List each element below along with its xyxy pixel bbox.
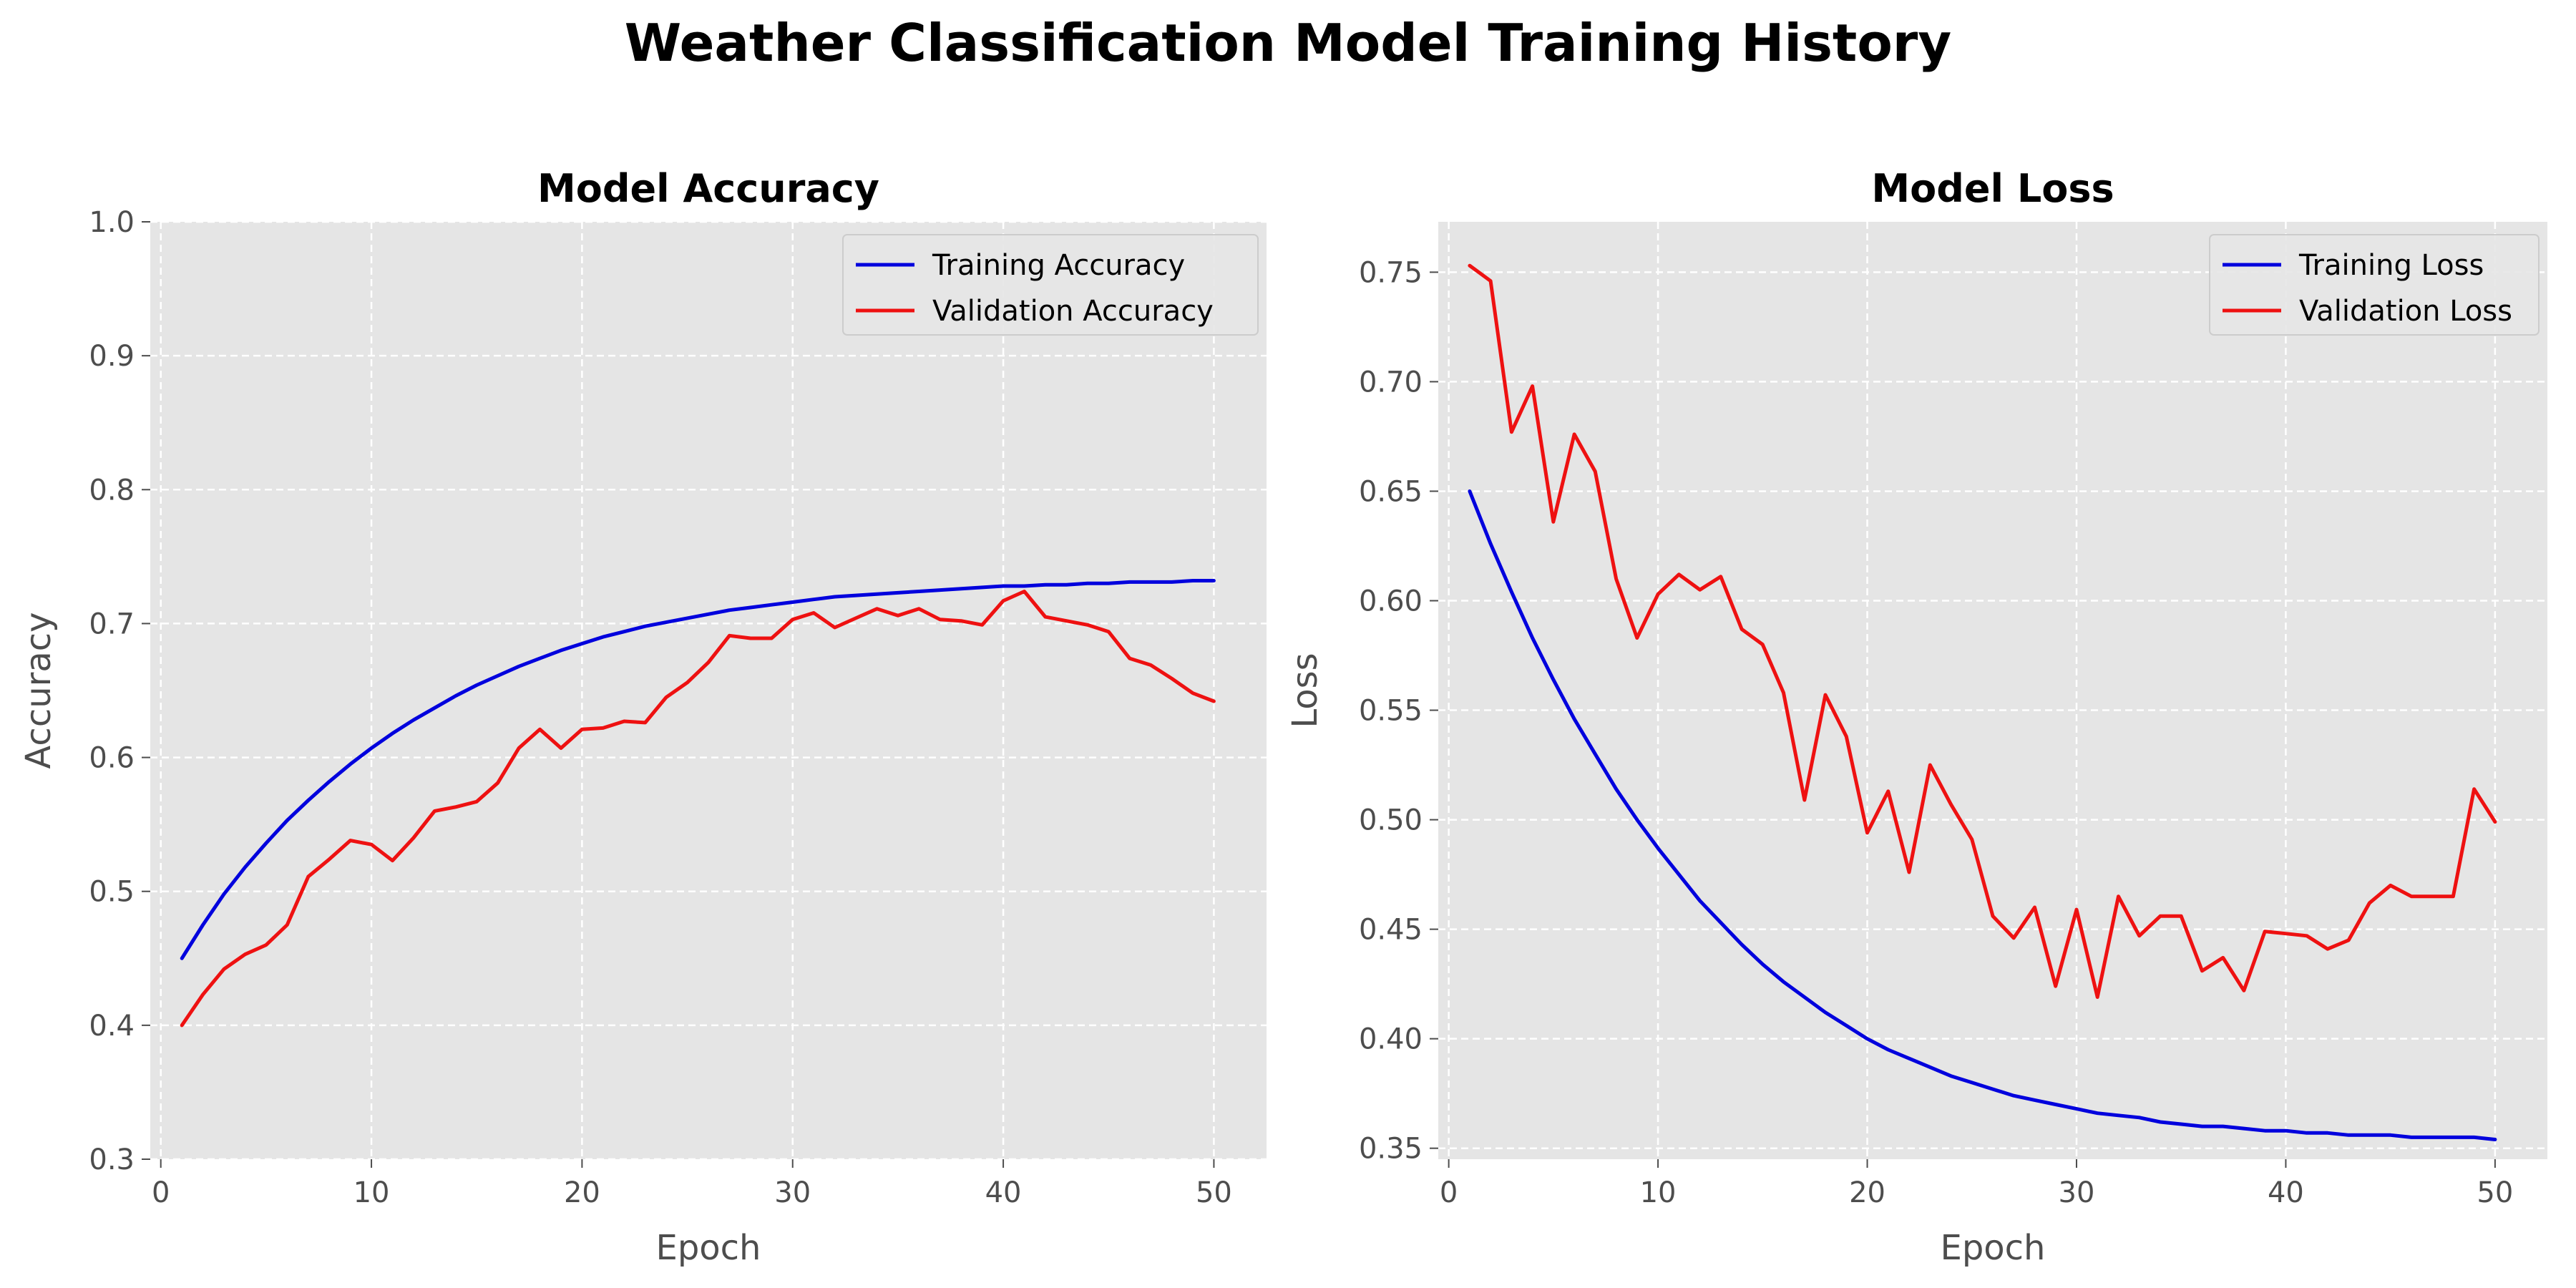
x-tick-label: 50 — [1196, 1176, 1232, 1209]
loss-panel: 0.35 0.40 0.45 0.50 0.55 0.60 0.65 0.70 0.75 0 10 2… — [1285, 166, 2547, 1268]
x-tick-label: 0 — [152, 1176, 170, 1209]
legend-label: Training Accuracy — [932, 249, 1185, 282]
training-series-line — [1468, 489, 2497, 1141]
x-tick-label: 50 — [2477, 1176, 2513, 1209]
y-tick-label: 0.45 — [1359, 914, 1423, 947]
plot-area — [1438, 222, 2547, 1159]
legend-label: Training Loss — [2298, 249, 2484, 282]
y-tick-label: 0.75 — [1359, 256, 1423, 289]
legend: Training Accuracy Validation Accuracy — [842, 234, 1259, 336]
accuracy-panel: 0.3 0.4 0.5 0.6 0.7 0.8 0.9 1.0 0 10 20 30 40 50 Model… — [19, 166, 1267, 1268]
y-axis-label: Accuracy — [19, 612, 59, 769]
plot-area — [150, 222, 1267, 1159]
x-tick-label: 0 — [1440, 1176, 1458, 1209]
x-tick-label: 40 — [985, 1176, 1022, 1209]
panel-title: Model Accuracy — [537, 166, 879, 211]
y-tick-label: 0.8 — [89, 474, 135, 507]
x-tick-label: 30 — [774, 1176, 811, 1209]
legend-label: Validation Accuracy — [932, 295, 1214, 328]
validation-series-line — [1468, 263, 2497, 999]
y-tick-label: 0.9 — [89, 340, 135, 373]
y-tick-label: 0.4 — [89, 1010, 135, 1043]
y-tick-label: 0.65 — [1359, 475, 1423, 508]
panel-title: Model Loss — [1871, 166, 2114, 211]
y-tick-label: 0.40 — [1359, 1023, 1423, 1056]
y-tick-label: 0.3 — [89, 1143, 135, 1176]
y-tick-label: 0.35 — [1359, 1133, 1423, 1166]
x-tick-label: 10 — [1640, 1176, 1677, 1209]
legend-box — [2209, 234, 2540, 336]
x-tick-label: 20 — [1849, 1176, 1885, 1209]
legend-label: Validation Loss — [2299, 295, 2512, 328]
x-tick-label: 10 — [353, 1176, 390, 1209]
x-axis-label: Epoch — [1941, 1228, 2046, 1268]
y-tick-label: 1.0 — [89, 206, 135, 239]
y-tick-label: 0.6 — [89, 742, 135, 775]
figure-title: Weather Classification Model Training Hi… — [625, 13, 1952, 73]
x-tick-label: 20 — [564, 1176, 600, 1209]
y-tick-label: 0.5 — [89, 876, 135, 909]
y-tick-label: 0.7 — [89, 608, 135, 640]
y-tick-label: 0.60 — [1359, 585, 1423, 618]
legend-box — [842, 234, 1259, 336]
x-tick-label: 40 — [2268, 1176, 2304, 1209]
y-tick-label: 0.70 — [1359, 366, 1423, 399]
x-tick-label: 30 — [2059, 1176, 2095, 1209]
validation-series-line — [180, 590, 1216, 1028]
legend: Training Loss Validation Loss — [2209, 234, 2540, 336]
y-tick-label: 0.55 — [1359, 695, 1423, 728]
training-series-line — [180, 579, 1216, 960]
y-axis-label: Loss — [1285, 653, 1325, 728]
x-axis-label: Epoch — [656, 1228, 761, 1268]
y-tick-label: 0.50 — [1359, 804, 1423, 837]
